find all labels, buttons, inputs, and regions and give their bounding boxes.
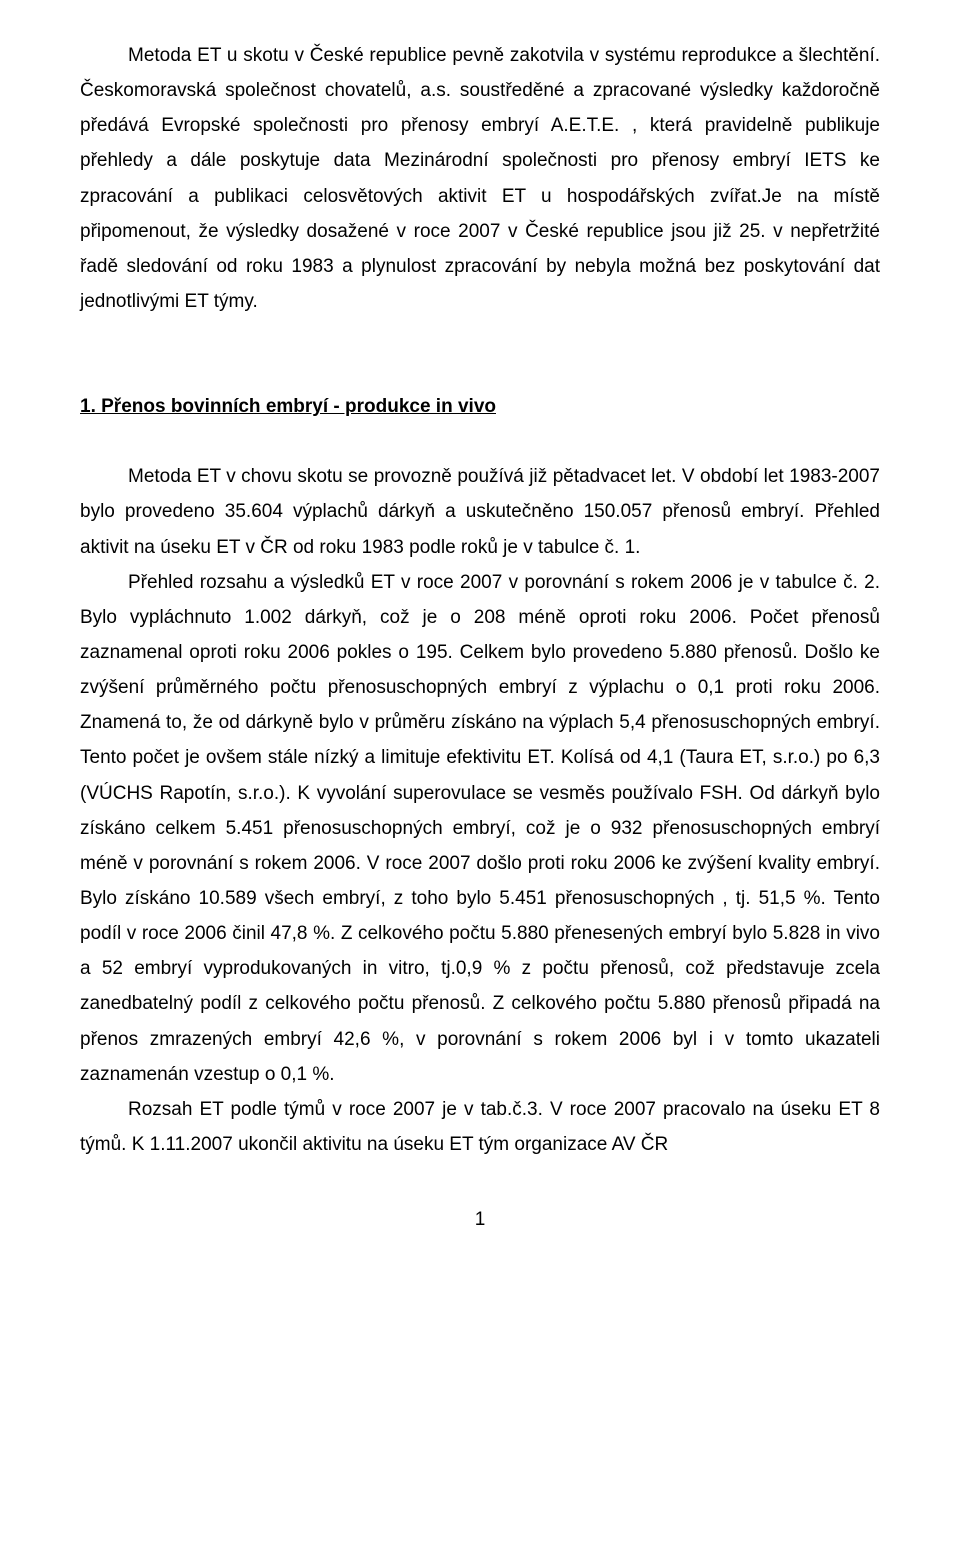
paragraph-4: Rozsah ET podle týmů v roce 2007 je v ta… xyxy=(80,1092,880,1162)
section-1-title: 1. Přenos bovinních embryí - produkce in… xyxy=(80,389,880,424)
document-body: Metoda ET u skotu v České republice pevn… xyxy=(80,38,880,1237)
page-number: 1 xyxy=(80,1202,880,1237)
paragraph-2: Metoda ET v chovu skotu se provozně použ… xyxy=(80,459,880,564)
paragraph-1: Metoda ET u skotu v České republice pevn… xyxy=(80,38,880,319)
spacer xyxy=(80,319,880,389)
spacer xyxy=(80,424,880,459)
paragraph-3: Přehled rozsahu a výsledků ET v roce 200… xyxy=(80,565,880,1092)
